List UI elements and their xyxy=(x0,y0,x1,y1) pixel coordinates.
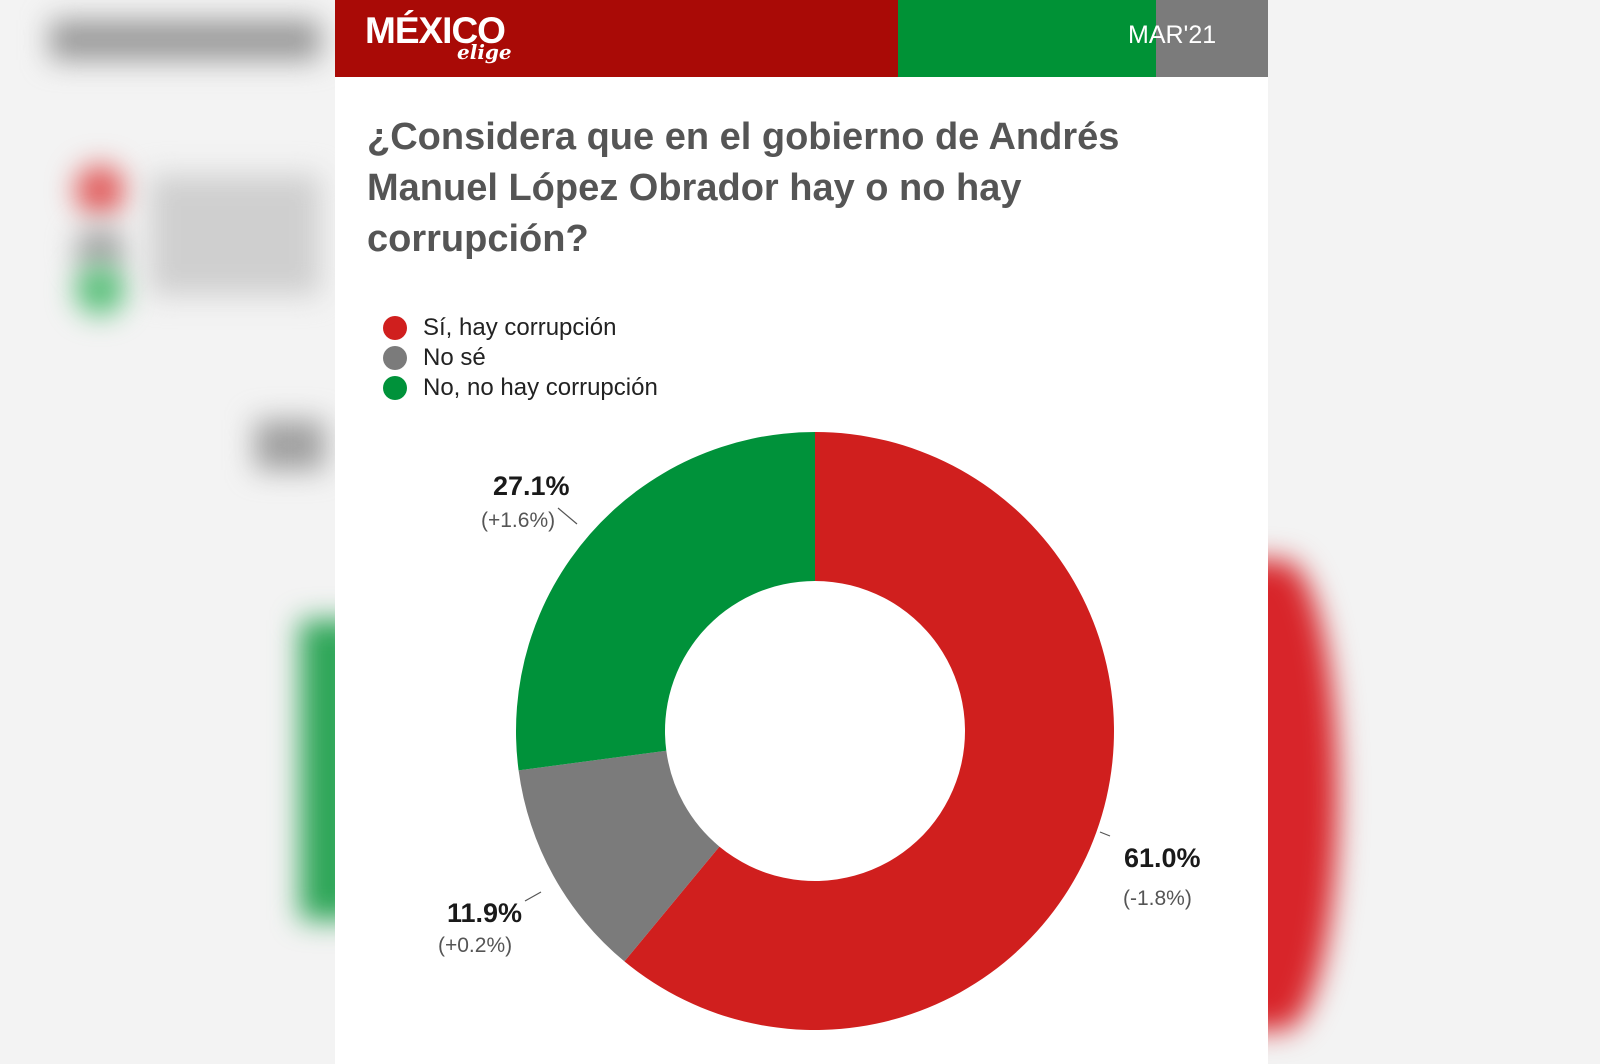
chart-legend: Sí, hay corrupción No sé No, no hay corr… xyxy=(383,313,658,403)
chart-title: ¿Considera que en el gobierno de Andrés … xyxy=(367,116,1120,260)
blurred-legend-green-dot xyxy=(75,265,125,315)
logo-sub-text: elige xyxy=(457,40,512,64)
header-red-band xyxy=(335,0,898,77)
legend-item-no-se: No sé xyxy=(383,343,658,373)
slice-si xyxy=(624,432,1114,1030)
poll-card: MÉXICO elige MAR'21 ¿Considera que en el… xyxy=(335,0,1268,1064)
donut-chart: 61.0% (-1.8%) 11.9% (+0.2%) 27.1% (+1.6%… xyxy=(438,432,1201,1030)
donut-slices xyxy=(516,432,1114,1030)
value-label-no: 27.1% xyxy=(493,471,570,501)
blurred-title-shape xyxy=(50,20,320,60)
leader-line-no-se xyxy=(524,891,542,902)
logo-main-text: MÉXICO xyxy=(365,10,506,51)
legend-label-no-se: No sé xyxy=(423,344,486,371)
slice-no xyxy=(516,432,815,771)
value-label-no-se: 11.9% xyxy=(447,898,522,928)
leader-line-si xyxy=(1099,831,1111,837)
background-left xyxy=(0,0,335,1064)
header-bar: MÉXICO elige MAR'21 xyxy=(335,0,1268,77)
mexico-elige-logo: MÉXICO elige xyxy=(365,10,525,68)
change-label-no-se: (+0.2%) xyxy=(438,934,512,957)
legend-dot-si xyxy=(383,316,407,340)
leader-lines xyxy=(524,507,1111,902)
blurred-legend-red-dot xyxy=(75,165,125,215)
blurred-text-shape xyxy=(150,175,320,295)
legend-item-si: Sí, hay corrupción xyxy=(383,313,658,343)
change-label-no: (+1.6%) xyxy=(481,509,555,532)
legend-item-no: No, no hay corrupción xyxy=(383,373,658,403)
survey-date: MAR'21 xyxy=(1128,21,1217,49)
header-grey-band xyxy=(1156,0,1268,77)
background-right xyxy=(1268,0,1600,1064)
header-green-band xyxy=(898,0,1156,77)
legend-label-si: Sí, hay corrupción xyxy=(423,314,617,341)
slice-no-se xyxy=(518,750,720,962)
leader-line-no xyxy=(557,507,578,525)
value-label-si: 61.0% xyxy=(1124,843,1201,873)
legend-label-no: No, no hay corrupción xyxy=(423,374,658,401)
legend-dot-no xyxy=(383,376,407,400)
change-label-si: (-1.8%) xyxy=(1123,887,1192,910)
blurred-green-arc xyxy=(300,620,335,920)
blurred-red-arc xyxy=(1268,560,1338,1030)
blurred-label-shape xyxy=(255,420,325,470)
legend-dot-no-se xyxy=(383,346,407,370)
